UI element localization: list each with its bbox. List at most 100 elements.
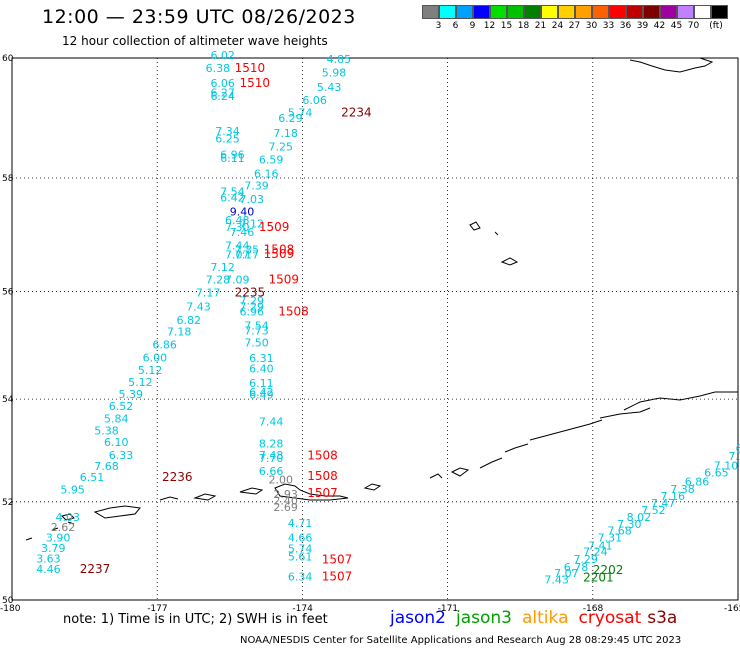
pass-time-label: 1507 (307, 486, 338, 500)
wave-height-label: 3.63 (36, 553, 61, 566)
wave-height-label: 7.73 (244, 325, 269, 338)
color-swatch (694, 5, 711, 19)
wave-height-label: 6.06 (302, 94, 327, 107)
wave-height-label: 4.03 (56, 511, 80, 524)
wave-height-label: 6.48 (225, 214, 250, 227)
color-scale-label: 45 (670, 21, 683, 31)
wave-height-label: 7.52 (641, 504, 666, 517)
color-scale-legend: 3 6 9 12 15 18 21 24 27 30 33 36 39 42 45 70 (ft) (422, 5, 728, 33)
wave-height-label: 7.29 (239, 301, 263, 314)
wave-height-label: 5.84 (104, 413, 128, 426)
wave-height-label: 6.16 (254, 167, 279, 180)
wave-height-label: 7.28 (206, 274, 231, 287)
color-scale-label: 39 (636, 21, 649, 31)
wave-height-label: 6.62 (736, 443, 740, 456)
pass-time-label: 1508 (307, 448, 338, 462)
coastline (93, 505, 141, 519)
lon-label: -165 (724, 604, 740, 614)
lat-label: 54 (2, 395, 14, 405)
wave-height-label: 8.28 (259, 437, 284, 450)
color-swatch (677, 5, 694, 19)
lat-label: 58 (2, 174, 14, 184)
satellite-legend-altika: altika (522, 608, 569, 628)
wave-height-label: 4.85 (327, 53, 352, 66)
wave-height-label: 2.40 (273, 494, 298, 507)
coastline (159, 496, 179, 501)
pass-time-label: 2237 (80, 562, 111, 576)
color-swatch (439, 5, 456, 19)
wave-height-label: 6.31 (249, 352, 274, 365)
pass-time-label: 1510 (239, 76, 270, 90)
pass-time-label: 1507 (322, 570, 353, 584)
color-swatch (660, 5, 677, 19)
wave-height-label: 6.10 (104, 436, 128, 449)
wave-height-label: 5.39 (118, 388, 143, 401)
wave-height-label: 7.30 (617, 518, 642, 531)
wave-height-label: 8.02 (627, 511, 652, 524)
page-title: 12:00 — 23:59 UTC 08/26/2023 (42, 6, 356, 28)
footnote: note: 1) Time is in UTC; 2) SWH is in fe… (63, 612, 328, 627)
color-scale-label: 12 (483, 21, 496, 31)
pass-time-label: 2234 (341, 105, 372, 119)
wave-height-label: 7.48 (259, 449, 284, 462)
color-scale-label: 18 (517, 21, 530, 31)
wave-height-label: 6.65 (704, 467, 729, 480)
color-scale-label: 27 (568, 21, 581, 31)
color-scale-label: 6 (452, 21, 459, 31)
wave-height-label: 6.40 (249, 363, 274, 376)
wave-height-label: 5.38 (94, 425, 119, 438)
wave-height-label: 7.17 (235, 249, 260, 262)
wave-height-label: 7.30 (225, 221, 250, 234)
wave-height-label: 7.54 (220, 185, 245, 198)
wave-height-label: 6.96 (239, 306, 263, 319)
wave-height-label: 6.02 (210, 49, 235, 62)
coastline (193, 493, 217, 501)
wave-height-label: 7.29 (573, 553, 598, 566)
wave-height-label: 7.18 (273, 127, 298, 140)
pass-time-label: 2236 (162, 470, 193, 484)
wave-height-label: 7.12 (239, 218, 263, 231)
color-scale-label: 30 (585, 21, 598, 31)
wave-height-label: 6.51 (80, 471, 105, 484)
wave-height-label: 7.17 (196, 286, 221, 299)
lat-label: 56 (2, 287, 14, 297)
color-swatch (456, 5, 473, 19)
coastline (504, 443, 529, 453)
wave-height-label: 6.78 (564, 561, 589, 574)
coastline (623, 391, 738, 411)
wave-height-label: 2.00 (269, 474, 294, 487)
lon-label: -171 (438, 604, 458, 614)
wave-height-label: 6.49 (249, 389, 274, 402)
wave-height-label: 6.86 (685, 476, 710, 489)
wave-height-label: 6.52 (109, 400, 134, 413)
wave-height-label: 5.12 (128, 376, 153, 389)
pass-time-label: 2201 (583, 571, 614, 585)
pass-time-label: 1510 (235, 61, 266, 75)
wave-height-label: 5.61 (288, 551, 313, 564)
color-scale-labels: 3 6 9 12 15 18 21 24 27 30 33 36 39 42 45 70 (ft) (422, 19, 728, 33)
color-scale-unit: (ft) (709, 21, 723, 31)
color-swatch (626, 5, 643, 19)
wave-height-label: 5.43 (317, 81, 342, 94)
color-swatch (422, 5, 439, 19)
color-swatch (473, 5, 490, 19)
coastline (429, 473, 443, 479)
wave-height-label: 7.25 (269, 140, 294, 153)
wave-height-label: 7.68 (94, 460, 119, 473)
color-scale-swatches (422, 5, 728, 19)
color-swatch (490, 5, 507, 19)
wave-height-label: 6.59 (259, 153, 284, 166)
wave-height-label: 7.34 (215, 125, 240, 138)
pass-time-label: 1508 (307, 469, 338, 483)
wave-height-label: 7.38 (670, 483, 695, 496)
credit-line: NOAA/NESDIS Center for Satellite Applica… (240, 635, 682, 646)
color-swatch (643, 5, 660, 19)
color-swatch (541, 5, 558, 19)
wave-height-label: 7.03 (239, 193, 263, 206)
color-scale-label: 36 (619, 21, 632, 31)
pass-time-label: 1509 (269, 273, 300, 287)
pass-time-label: 1509 (259, 220, 290, 234)
wave-height-label: 7.43 (186, 301, 211, 314)
color-swatch (711, 5, 728, 19)
color-scale-label: 3 (435, 21, 442, 31)
